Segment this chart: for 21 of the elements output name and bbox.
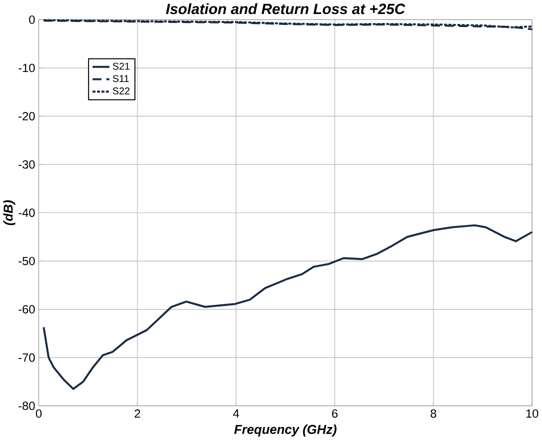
legend-label: S22: [112, 88, 130, 94]
legend-label: S11: [112, 75, 129, 82]
y-axis-title: (dB): [3, 200, 16, 226]
legend-label: S21: [112, 62, 130, 70]
y-tick-label: -50: [18, 256, 35, 266]
y-tick-label: -80: [18, 402, 35, 410]
y-tick-label: -70: [18, 353, 35, 362]
x-tick-label: 4: [233, 409, 240, 418]
x-tick-label: 0: [36, 409, 42, 418]
x-tick-label: 6: [332, 409, 338, 418]
x-tick-label: 8: [430, 409, 436, 418]
y-tick-label: -40: [18, 208, 35, 218]
y-tick-label: 0: [29, 16, 35, 24]
x-tick-label: 2: [134, 409, 140, 418]
chart-title: Isolation and Return Loss at +25C: [166, 3, 406, 14]
y-tick-label: -20: [18, 112, 35, 120]
y-tick-label: -60: [18, 305, 35, 314]
y-tick-label: -10: [18, 64, 35, 72]
x-tick-label: 10: [526, 409, 538, 418]
x-axis-title: Frequency (GHz): [234, 424, 336, 437]
y-tick-label: -30: [18, 160, 35, 169]
